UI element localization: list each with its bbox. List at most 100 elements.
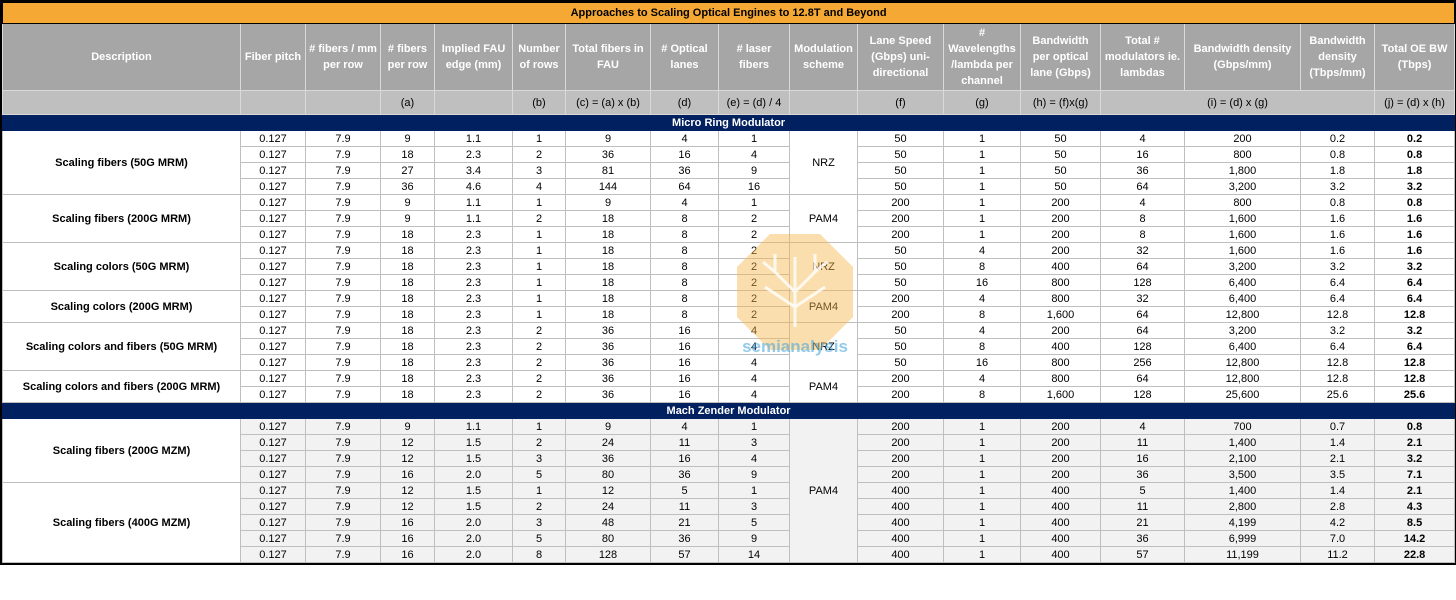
blank-cell <box>2 90 241 115</box>
value-cell: 18 <box>380 386 435 403</box>
value-cell: 200 <box>1020 210 1101 227</box>
value-cell: 1.5 <box>434 434 513 451</box>
value-cell: 700 <box>1184 418 1301 435</box>
value-cell: 2 <box>512 354 566 371</box>
data-row: 0.127 7.9 18 2.3 2 36 16 4 200 8 1,600 128 25,600 25.… <box>3 386 1456 403</box>
value-cell: 2.0 <box>434 466 513 483</box>
value-cell: 0.127 <box>240 514 306 531</box>
value-cell: 27 <box>380 162 435 179</box>
value-cell: 128 <box>1100 274 1185 291</box>
value-cell: 3,200 <box>1184 322 1301 339</box>
value-cell: 7.9 <box>305 418 381 435</box>
value-cell: 3.2 <box>1300 178 1375 195</box>
value-cell: 2.3 <box>434 386 513 403</box>
value-cell: 2.3 <box>434 322 513 339</box>
value-cell: 12.8 <box>1300 306 1375 323</box>
value-cell: 8 <box>650 258 719 275</box>
column-header: Bandwidth per optical lane (Gbps) <box>1020 23 1101 91</box>
value-cell: 16 <box>650 146 719 163</box>
value-cell: 3,200 <box>1184 258 1301 275</box>
value-cell: 2 <box>718 274 790 291</box>
value-cell: 6.4 <box>1300 274 1375 291</box>
formula-cell: (b) <box>512 90 566 115</box>
value-cell: 2,100 <box>1184 450 1301 467</box>
value-cell: 200 <box>857 226 944 243</box>
value-cell: 5 <box>650 482 719 499</box>
value-cell: 0.127 <box>240 418 306 435</box>
value-cell: 80 <box>565 466 651 483</box>
data-row: Scaling fibers (50G MRM) 0.127 7.9 9 1.1 1 9 4 1… <box>2 130 1456 195</box>
value-cell: 3.2 <box>1373 178 1456 195</box>
data-row: 0.127 7.9 16 2.0 8 128 57 14 400 1 400 57 11,199 11.2… <box>3 546 1456 563</box>
value-cell: 2.3 <box>434 290 513 307</box>
value-cell: 0.127 <box>240 322 306 339</box>
header-row: Description Fiber pitch # fibers / mm per … <box>2 23 1456 91</box>
value-cell: 64 <box>1100 370 1185 387</box>
value-cell: 400 <box>1020 498 1101 515</box>
data-row: 0.127 7.9 16 2.0 5 80 36 9 400 1 400 36 6,999 7.0 14.2 <box>3 530 1456 547</box>
value-cell: 18 <box>380 338 435 355</box>
value-cell: 200 <box>857 418 944 435</box>
value-cell: 0.127 <box>240 306 306 323</box>
value-cell: 12,800 <box>1184 306 1301 323</box>
value-cell: 81 <box>565 162 651 179</box>
value-cell: 0.127 <box>240 146 306 163</box>
value-cell: 1 <box>718 418 790 435</box>
value-cell: 400 <box>1020 514 1101 531</box>
value-cell: 36 <box>1100 466 1185 483</box>
value-cell: 800 <box>1184 146 1301 163</box>
value-cell: 8.5 <box>1373 514 1456 531</box>
value-cell: 4 <box>1100 194 1185 211</box>
value-cell: 3 <box>512 514 566 531</box>
row-description: Scaling colors (50G MRM) <box>2 242 241 291</box>
value-cell: 200 <box>1020 418 1101 435</box>
value-cell: 16 <box>943 354 1021 371</box>
column-header: Fiber pitch <box>240 23 306 91</box>
value-cell: 0.127 <box>240 434 306 451</box>
value-cell: 0.127 <box>240 338 306 355</box>
formula-cell: (j) = (d) x (h) <box>1373 90 1456 115</box>
value-cell: 2 <box>512 322 566 339</box>
formula-cell: (c) = (a) x (b) <box>565 90 651 115</box>
value-cell: 4 <box>718 354 790 371</box>
value-cell: 1,600 <box>1184 210 1301 227</box>
value-cell: 200 <box>1020 434 1101 451</box>
value-cell: 200 <box>1020 194 1101 211</box>
value-cell: 9 <box>565 194 651 211</box>
value-cell: 36 <box>650 162 719 179</box>
table-title: Approaches to Scaling Optical Engines to… <box>1 2 1456 24</box>
value-cell: 1.8 <box>1373 162 1456 179</box>
value-cell: 6.4 <box>1373 290 1456 307</box>
value-cell: 50 <box>857 338 944 355</box>
data-row: 0.127 7.9 16 2.0 5 80 36 9 200 1 200 36 3,500 3.5 7.1 <box>3 466 1456 483</box>
value-cell: 7.9 <box>305 354 381 371</box>
value-cell: 36 <box>380 178 435 195</box>
data-row: Scaling fibers (400G MZM) 0.127 7.9 12 1.5 1 1… <box>2 482 1456 563</box>
column-header: Total fibers in FAU <box>565 23 651 91</box>
value-cell: 2 <box>512 370 566 387</box>
modulation-cell: PAM4 <box>789 418 858 563</box>
value-cell: 3.5 <box>1300 466 1375 483</box>
value-cell: 1 <box>943 194 1021 211</box>
value-cell: 1 <box>943 450 1021 467</box>
value-cell: 1.1 <box>434 210 513 227</box>
value-cell: 16 <box>650 354 719 371</box>
value-cell: 2 <box>512 434 566 451</box>
value-cell: 1,600 <box>1184 242 1301 259</box>
value-cell: 0.8 <box>1300 146 1375 163</box>
value-cell: 2.8 <box>1300 498 1375 515</box>
value-cell: 57 <box>650 546 719 563</box>
value-cell: 1.8 <box>1300 162 1375 179</box>
value-cell: 1.6 <box>1300 226 1375 243</box>
value-cell: 9 <box>718 530 790 547</box>
value-cell: 200 <box>1020 450 1101 467</box>
value-cell: 50 <box>857 354 944 371</box>
data-row: Scaling colors (200G MRM) 0.127 7.9 18 2.3 1 1… <box>2 290 1456 323</box>
value-cell: 7.9 <box>305 386 381 403</box>
data-row: 0.127 7.9 12 1.5 3 36 16 4 200 1 200 16 2,100 2.1 3.2 <box>3 450 1456 467</box>
column-header: Number of rows <box>512 23 566 91</box>
value-cell: 5 <box>512 530 566 547</box>
value-cell: 800 <box>1020 370 1101 387</box>
value-cell: 400 <box>1020 258 1101 275</box>
data-row: 0.127 7.9 12 1.5 2 24 11 3 200 1 200 11 1,400 1.4 2.1 <box>3 434 1456 451</box>
